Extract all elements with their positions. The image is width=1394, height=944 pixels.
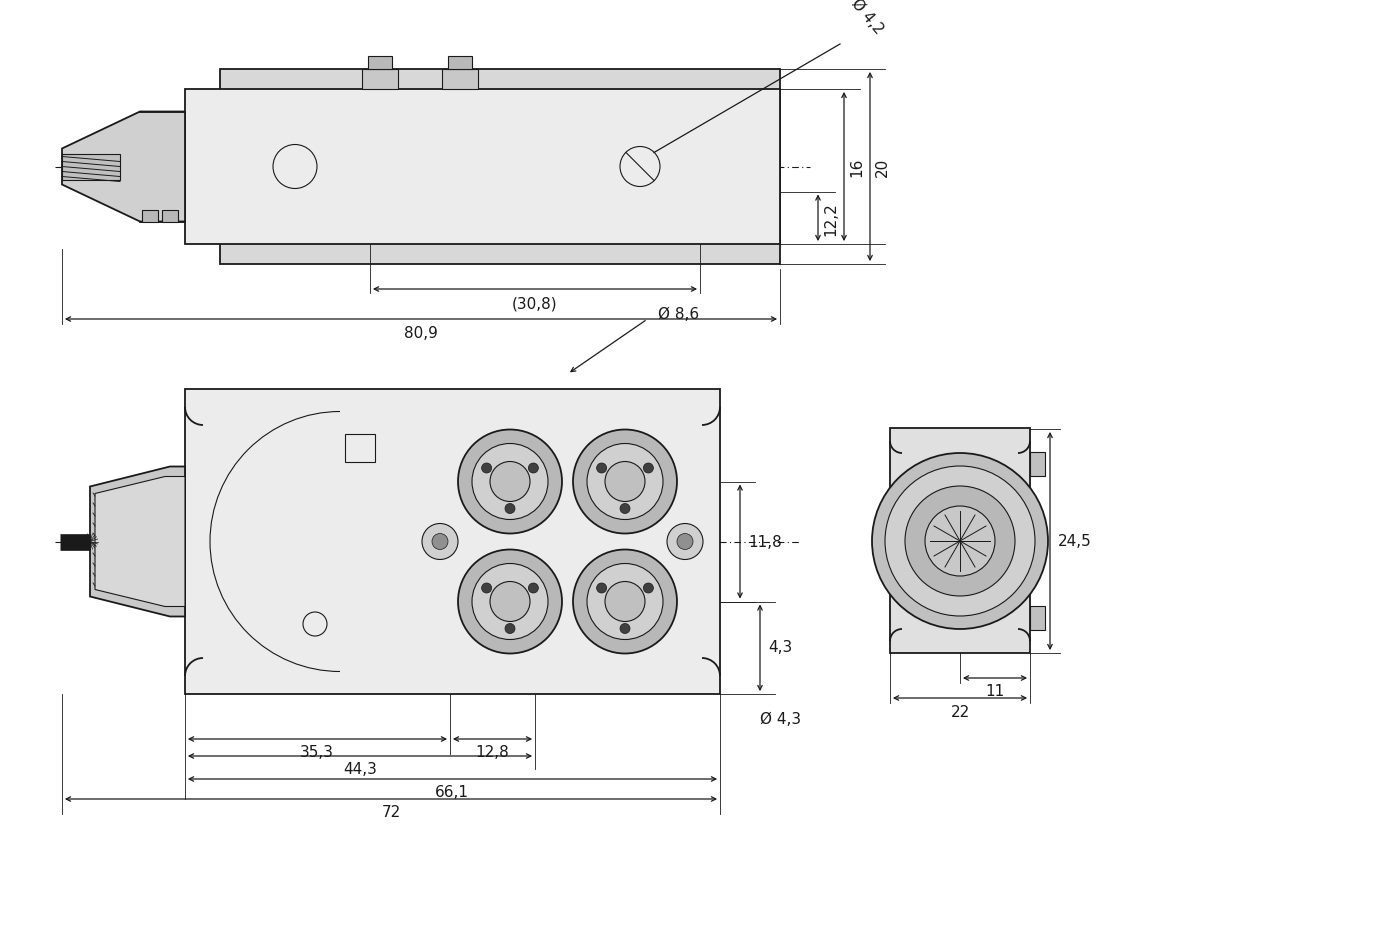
Circle shape	[505, 624, 514, 633]
Polygon shape	[61, 112, 185, 222]
Circle shape	[481, 583, 492, 594]
Text: 11,8: 11,8	[749, 534, 782, 549]
Circle shape	[644, 583, 654, 594]
Text: (30,8): (30,8)	[512, 296, 558, 312]
Bar	[889, 429, 1030, 653]
Bar	[447, 57, 473, 70]
Bar	[185, 390, 719, 694]
Text: 72: 72	[382, 804, 400, 819]
Circle shape	[597, 583, 606, 594]
Text: 12,2: 12,2	[822, 202, 838, 235]
Bar	[362, 70, 399, 90]
Text: 35,3: 35,3	[300, 745, 335, 760]
Text: 22: 22	[951, 705, 970, 719]
Bar	[185, 90, 781, 244]
Polygon shape	[95, 477, 185, 607]
Circle shape	[587, 444, 664, 520]
Circle shape	[597, 464, 606, 474]
Bar	[162, 211, 178, 222]
Bar	[344, 434, 375, 463]
Circle shape	[422, 524, 459, 560]
Circle shape	[885, 466, 1034, 616]
Bar	[142, 211, 158, 222]
Circle shape	[605, 462, 645, 502]
Bar	[368, 57, 392, 70]
Circle shape	[459, 430, 562, 534]
Circle shape	[605, 582, 645, 622]
Circle shape	[459, 550, 562, 654]
Circle shape	[481, 464, 492, 474]
Polygon shape	[91, 467, 185, 616]
Circle shape	[573, 550, 677, 654]
Circle shape	[473, 564, 548, 640]
Circle shape	[677, 534, 693, 550]
Circle shape	[644, 464, 654, 474]
Text: 80,9: 80,9	[404, 327, 438, 341]
Circle shape	[491, 582, 530, 622]
Text: Ø 8,6: Ø 8,6	[658, 307, 698, 322]
Circle shape	[528, 583, 538, 594]
Circle shape	[528, 464, 538, 474]
Text: Ø 4,3: Ø 4,3	[760, 712, 802, 727]
Text: 20: 20	[875, 158, 889, 177]
Text: Ø 4,2: Ø 4,2	[848, 0, 885, 37]
Circle shape	[432, 534, 447, 550]
Bar	[442, 70, 478, 90]
Polygon shape	[61, 154, 120, 180]
Text: 44,3: 44,3	[343, 762, 376, 777]
Circle shape	[505, 504, 514, 514]
Text: 24,5: 24,5	[1058, 534, 1092, 548]
Text: 11: 11	[986, 683, 1005, 699]
Circle shape	[473, 444, 548, 520]
Circle shape	[873, 453, 1048, 630]
Circle shape	[926, 507, 995, 577]
Circle shape	[620, 504, 630, 514]
Circle shape	[666, 524, 703, 560]
Text: 66,1: 66,1	[435, 784, 468, 800]
Bar	[889, 429, 1030, 653]
Bar	[1030, 606, 1046, 631]
Text: 12,8: 12,8	[475, 745, 509, 760]
Circle shape	[491, 462, 530, 502]
Circle shape	[587, 564, 664, 640]
Bar	[1030, 452, 1046, 477]
Circle shape	[573, 430, 677, 534]
Circle shape	[620, 624, 630, 633]
Text: 16: 16	[849, 158, 864, 177]
Bar	[220, 70, 781, 264]
Circle shape	[905, 486, 1015, 597]
Text: 4,3: 4,3	[768, 640, 792, 655]
